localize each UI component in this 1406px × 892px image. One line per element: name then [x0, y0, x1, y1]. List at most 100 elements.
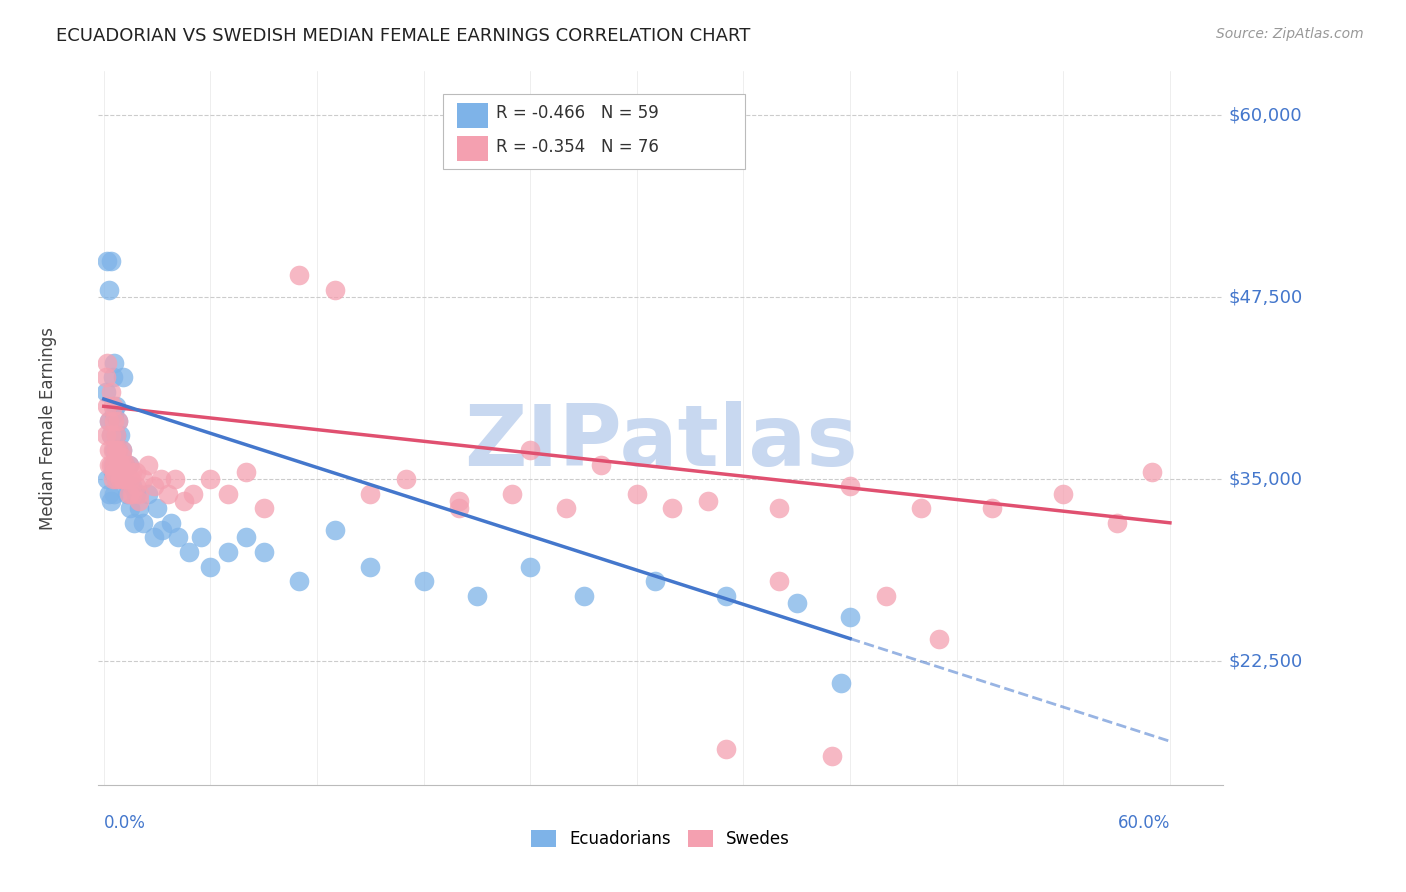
- Point: [177, 545, 200, 559]
- Point: [103, 465, 125, 479]
- Point: [110, 442, 132, 457]
- Point: [115, 486, 138, 500]
- Point: [132, 472, 155, 486]
- Point: [142, 530, 165, 544]
- Point: [591, 458, 613, 472]
- Text: $47,500: $47,500: [1229, 288, 1303, 306]
- Point: [120, 501, 142, 516]
- Point: [117, 458, 139, 472]
- Point: [217, 545, 239, 559]
- Point: [117, 486, 139, 500]
- Point: [661, 501, 683, 516]
- Point: [128, 486, 150, 500]
- Point: [101, 370, 124, 384]
- Point: [103, 407, 125, 421]
- Point: [128, 494, 150, 508]
- Text: ECUADORIAN VS SWEDISH MEDIAN FEMALE EARNINGS CORRELATION CHART: ECUADORIAN VS SWEDISH MEDIAN FEMALE EARN…: [56, 27, 751, 45]
- Point: [768, 501, 790, 516]
- Text: 0.0%: 0.0%: [104, 814, 146, 832]
- Point: [465, 589, 488, 603]
- Point: [519, 559, 541, 574]
- Point: [122, 516, 145, 530]
- Point: [449, 494, 471, 508]
- Point: [110, 472, 132, 486]
- Point: [103, 356, 125, 370]
- Point: [98, 458, 121, 472]
- Point: [786, 596, 808, 610]
- Point: [101, 472, 124, 486]
- Point: [108, 428, 131, 442]
- Text: R = -0.466   N = 59: R = -0.466 N = 59: [496, 104, 659, 122]
- Point: [100, 384, 122, 399]
- Point: [112, 472, 135, 486]
- Point: [101, 442, 124, 457]
- Point: [150, 523, 173, 537]
- Point: [132, 516, 155, 530]
- Point: [821, 748, 844, 763]
- Point: [128, 501, 150, 516]
- Point: [412, 574, 434, 588]
- Text: Source: ZipAtlas.com: Source: ZipAtlas.com: [1216, 27, 1364, 41]
- Text: $60,000: $60,000: [1229, 106, 1302, 124]
- Point: [103, 458, 125, 472]
- Point: [288, 268, 311, 283]
- Text: Median Female Earnings: Median Female Earnings: [39, 326, 56, 530]
- Point: [146, 501, 169, 516]
- Point: [167, 530, 190, 544]
- Point: [200, 472, 222, 486]
- Point: [121, 465, 143, 479]
- Point: [105, 428, 128, 442]
- Point: [105, 472, 128, 486]
- Point: [125, 486, 148, 500]
- Point: [125, 479, 148, 493]
- Point: [96, 472, 118, 486]
- Point: [103, 486, 125, 500]
- Point: [928, 632, 950, 647]
- Point: [98, 486, 121, 500]
- Point: [200, 559, 222, 574]
- Point: [105, 428, 128, 442]
- Point: [696, 494, 718, 508]
- Point: [875, 589, 897, 603]
- Point: [117, 458, 139, 472]
- Point: [107, 458, 129, 472]
- Point: [173, 494, 195, 508]
- Point: [107, 414, 129, 428]
- Point: [839, 479, 862, 493]
- Legend: Ecuadorians, Swedes: Ecuadorians, Swedes: [524, 823, 797, 855]
- Point: [714, 741, 737, 756]
- Point: [160, 516, 183, 530]
- Point: [235, 530, 257, 544]
- Point: [108, 458, 131, 472]
- Point: [105, 442, 128, 457]
- Point: [115, 472, 138, 486]
- Point: [98, 442, 121, 457]
- Point: [98, 414, 121, 428]
- Point: [100, 494, 122, 508]
- Point: [149, 472, 172, 486]
- Point: [108, 472, 131, 486]
- Point: [105, 472, 128, 486]
- Point: [644, 574, 666, 588]
- Point: [501, 486, 523, 500]
- Point: [103, 442, 125, 457]
- Point: [114, 458, 136, 472]
- Point: [96, 253, 118, 268]
- Point: [100, 428, 122, 442]
- Point: [142, 479, 165, 493]
- Point: [110, 450, 132, 465]
- Point: [107, 442, 129, 457]
- Point: [136, 486, 159, 500]
- Point: [107, 414, 129, 428]
- Point: [108, 458, 131, 472]
- Point: [101, 400, 124, 414]
- Point: [101, 465, 124, 479]
- Point: [94, 384, 117, 399]
- Text: 60.0%: 60.0%: [1118, 814, 1170, 832]
- Text: ZIPatlas: ZIPatlas: [464, 401, 858, 484]
- Point: [1052, 486, 1074, 500]
- Point: [626, 486, 648, 500]
- Point: [121, 479, 143, 493]
- Point: [981, 501, 1004, 516]
- Point: [323, 283, 346, 297]
